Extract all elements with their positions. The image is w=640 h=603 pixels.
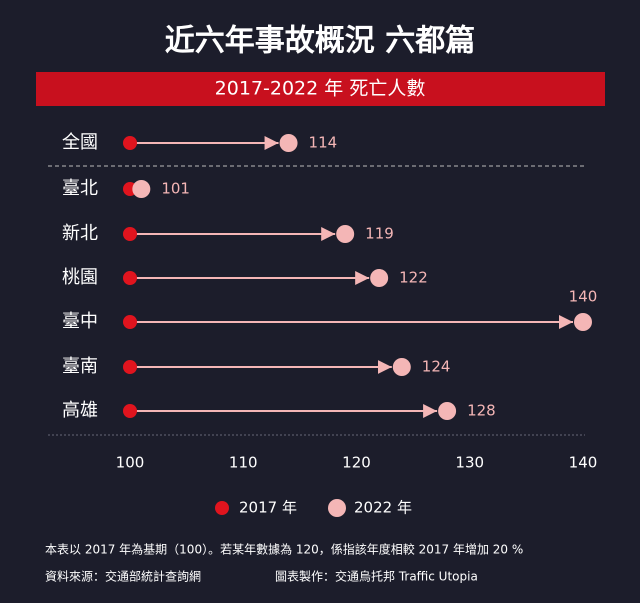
y-tick-label: 臺南	[62, 356, 98, 377]
chart-title: 近六年事故概況 六都篇	[165, 24, 475, 59]
x-tick-label: 120	[342, 454, 371, 472]
dot-2022	[336, 225, 355, 243]
legend-label: 2017 年	[239, 499, 297, 517]
dot-2017	[123, 227, 137, 241]
footnote: 本表以 2017 年為基期（100）。若某年數據為 120，係指該年度相較 20…	[45, 542, 523, 557]
value-label: 101	[161, 180, 190, 198]
y-tick-label: 臺中	[62, 311, 98, 332]
value-label: 119	[365, 225, 394, 243]
y-tick-label: 全國	[62, 132, 98, 153]
y-tick-label: 桃園	[62, 267, 98, 288]
subtitle-banner	[36, 72, 605, 106]
value-label: 124	[422, 358, 451, 376]
y-tick-label: 臺北	[62, 178, 98, 199]
legend-label: 2022 年	[354, 499, 412, 517]
dot-2022	[370, 269, 389, 287]
dot-2017	[123, 360, 137, 374]
dot-2017	[123, 404, 137, 418]
chart-subtitle: 2017-2022 年 死亡人數	[215, 78, 426, 100]
x-tick-label: 140	[569, 454, 598, 472]
x-tick-label: 110	[229, 454, 258, 472]
y-tick-label: 高雄	[62, 400, 98, 421]
dot-2022	[392, 358, 411, 376]
dot-2022	[279, 134, 298, 152]
source-note: 資料來源：交通部統計查詢網	[45, 569, 201, 584]
value-label: 122	[399, 269, 428, 287]
dot-2017	[123, 315, 137, 329]
x-tick-label: 100	[116, 454, 145, 472]
dot-2022	[438, 402, 457, 420]
dot-2017	[123, 271, 137, 285]
credit-note: 圖表製作：交通烏托邦 Traffic Utopia	[275, 569, 478, 584]
legend-marker	[328, 499, 346, 517]
value-label: 140	[569, 288, 598, 306]
dot-2022	[574, 313, 592, 331]
legend-marker	[215, 501, 229, 515]
y-tick-label: 新北	[62, 223, 98, 244]
value-label: 114	[309, 134, 338, 152]
dot-2017	[123, 136, 137, 150]
x-tick-label: 130	[455, 454, 484, 472]
dot-2022	[132, 180, 151, 198]
value-label: 128	[467, 402, 496, 420]
